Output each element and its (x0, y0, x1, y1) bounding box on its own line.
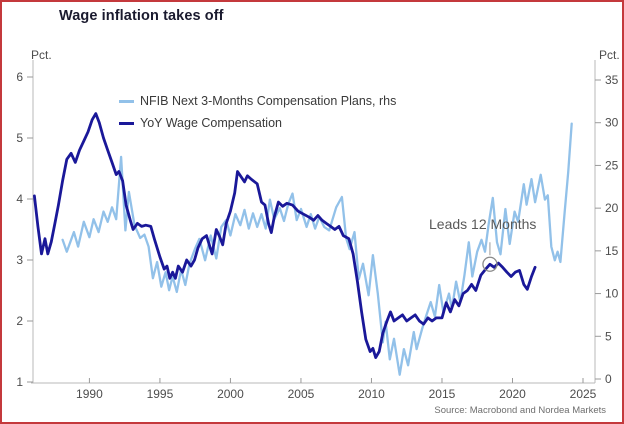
legend: NFIB Next 3-Months Compensation Plans, r… (119, 90, 396, 134)
annotation-circle-marker (482, 256, 498, 272)
right-axis-tick-label: 10 (605, 287, 619, 301)
legend-item-nfib: NFIB Next 3-Months Compensation Plans, r… (119, 90, 396, 112)
x-axis-tick-label: 2025 (570, 387, 597, 401)
right-axis-tick-label: 25 (605, 158, 619, 172)
left-axis-tick-label: 5 (16, 131, 23, 145)
series-line-1 (33, 112, 537, 360)
left-axis-tick-label: 3 (16, 253, 23, 267)
right-axis-tick-label: 30 (605, 116, 619, 130)
chart-title: Wage inflation takes off (59, 8, 224, 24)
right-axis-tick-label: 35 (605, 73, 619, 87)
legend-label-wage: YoY Wage Compensation (140, 116, 282, 130)
right-axis-unit-label: Pct. (599, 48, 620, 62)
left-axis-unit-label: Pct. (31, 48, 52, 62)
x-axis-tick-label: 2020 (499, 387, 526, 401)
x-axis-tick-label: 2010 (358, 387, 385, 401)
left-axis-tick-label: 1 (16, 375, 23, 389)
left-axis-tick-label: 4 (16, 192, 23, 206)
left-axis-tick-label: 2 (16, 314, 23, 328)
legend-item-wage: YoY Wage Compensation (119, 112, 396, 134)
x-axis-tick-label: 2005 (288, 387, 315, 401)
right-axis-tick-label: 15 (605, 244, 619, 258)
legend-label-nfib: NFIB Next 3-Months Compensation Plans, r… (140, 94, 397, 108)
source-attribution: Source: Macrobond and Nordea Markets (434, 405, 606, 416)
legend-line-swatch-wage (119, 121, 134, 125)
right-axis-tick-label: 0 (605, 372, 612, 386)
legend-line-swatch-nfib (119, 99, 134, 103)
annotation-leads-12-months: Leads 12 Months (429, 216, 537, 232)
x-axis-tick-label: 1995 (147, 387, 174, 401)
right-axis-tick-label: 5 (605, 329, 612, 343)
left-axis-tick-label: 6 (16, 70, 23, 84)
x-axis-tick-label: 2000 (217, 387, 244, 401)
x-axis-tick-label: 1990 (76, 387, 103, 401)
right-axis-tick-label: 20 (605, 201, 619, 215)
x-axis-tick-label: 2015 (429, 387, 456, 401)
series-line-0 (61, 122, 573, 376)
